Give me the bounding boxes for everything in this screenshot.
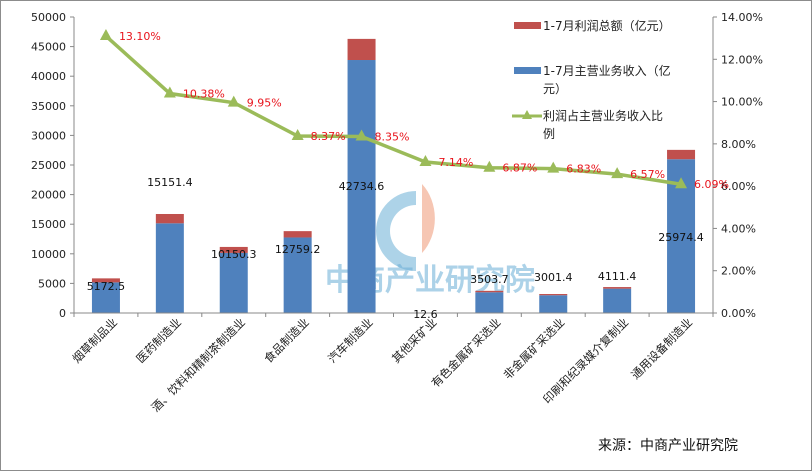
y-tick-label: 10000 bbox=[31, 248, 66, 261]
category-label: 食品制造业 bbox=[261, 315, 312, 366]
category-label: 通用设备制造业 bbox=[628, 315, 695, 382]
revenue-value-label: 25974.4 bbox=[658, 231, 704, 244]
revenue-value-label: 15151.4 bbox=[147, 176, 193, 189]
ratio-value-label: 7.14% bbox=[438, 156, 473, 169]
y2-tick-label: 14.00% bbox=[721, 11, 763, 24]
category-label: 医药制造业 bbox=[133, 315, 184, 366]
revenue-bar bbox=[475, 292, 503, 313]
ratio-value-label: 8.35% bbox=[375, 130, 410, 143]
revenue-value-label: 4111.4 bbox=[598, 270, 637, 283]
profit-bar bbox=[348, 39, 376, 60]
revenue-value-label: 12759.2 bbox=[275, 243, 321, 256]
ratio-value-label: 6.87% bbox=[502, 162, 537, 175]
y2-tick-label: 4.00% bbox=[721, 222, 756, 235]
y-tick-label: 5000 bbox=[38, 277, 66, 290]
y-tick-label: 30000 bbox=[31, 129, 66, 142]
y2-tick-label: 0.00% bbox=[721, 307, 756, 320]
ratio-value-label: 6.83% bbox=[566, 163, 601, 176]
ratio-value-label: 6.09% bbox=[694, 178, 729, 191]
profit-bar bbox=[603, 287, 631, 289]
revenue-value-label: 3503.7 bbox=[470, 273, 509, 286]
revenue-bar bbox=[603, 289, 631, 313]
y-tick-label: 35000 bbox=[31, 100, 66, 113]
ratio-value-label: 6.57% bbox=[630, 168, 665, 181]
category-label: 非金属矿采选业 bbox=[501, 315, 568, 382]
legend-swatch bbox=[514, 67, 541, 74]
ratio-value-label: 13.10% bbox=[119, 30, 161, 43]
y2-tick-label: 2.00% bbox=[721, 265, 756, 278]
ratio-value-label: 10.38% bbox=[183, 88, 225, 101]
revenue-bar bbox=[220, 253, 248, 313]
ratio-value-label: 8.37% bbox=[311, 130, 346, 143]
source-note: 来源：中商产业研究院 bbox=[598, 438, 738, 454]
y-tick-label: 0 bbox=[59, 307, 66, 320]
y-tick-label: 45000 bbox=[31, 41, 66, 54]
y2-tick-label: 10.00% bbox=[721, 96, 763, 109]
triangle-marker-icon bbox=[100, 29, 112, 40]
y-tick-label: 50000 bbox=[31, 11, 66, 24]
revenue-value-label: 10150.3 bbox=[211, 248, 257, 261]
legend-swatch bbox=[514, 22, 541, 29]
y2-tick-label: 12.00% bbox=[721, 53, 763, 66]
y-tick-label: 20000 bbox=[31, 189, 66, 202]
legend-label: 1-7月主营业务收入（亿 bbox=[543, 63, 671, 78]
category-labels-layer: 烟草制品业医药制造业酒、饮料和精制茶制造业食品制造业汽车制造业其他采矿业有色金属… bbox=[70, 315, 696, 414]
revenue-value-label: 3001.4 bbox=[534, 271, 573, 284]
y-tick-label: 25000 bbox=[31, 159, 66, 172]
y2-tick-label: 8.00% bbox=[721, 138, 756, 151]
revenue-value-label: 5172.5 bbox=[87, 280, 126, 293]
watermark-logo-right bbox=[422, 184, 435, 253]
revenue-bar bbox=[539, 295, 567, 313]
profit-bar bbox=[475, 291, 503, 292]
profit-bar bbox=[156, 214, 184, 223]
profit-bar bbox=[667, 150, 695, 159]
y-tick-label: 15000 bbox=[31, 218, 66, 231]
category-label: 其他采矿业 bbox=[389, 315, 440, 366]
ratio-value-label: 9.95% bbox=[247, 97, 282, 110]
revenue-bar bbox=[156, 223, 184, 313]
revenue-value-label: 42734.6 bbox=[339, 180, 385, 193]
profit-bar bbox=[539, 294, 567, 295]
legend-label: 例 bbox=[543, 127, 555, 141]
category-label: 烟草制品业 bbox=[70, 315, 121, 366]
legend-label: 元） bbox=[543, 82, 567, 96]
legend-label: 利润占主营业务收入比 bbox=[543, 108, 663, 123]
legend-label: 1-7月利润总额（亿元） bbox=[543, 18, 671, 33]
profit-bar bbox=[284, 231, 312, 237]
category-label: 汽车制造业 bbox=[325, 315, 376, 366]
category-label: 有色金属矿采选业 bbox=[429, 315, 504, 390]
watermark-logo-left bbox=[376, 191, 416, 271]
y-tick-label: 40000 bbox=[31, 70, 66, 83]
